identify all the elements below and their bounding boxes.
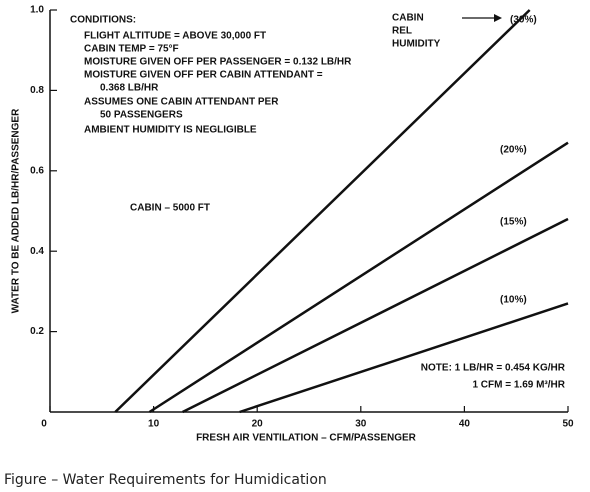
legend-title: HUMIDITY — [392, 39, 441, 50]
series-label: (30%) — [510, 15, 537, 26]
series-label: (10%) — [500, 295, 527, 306]
condition: FLIGHT ALTITUDE = ABOVE 30,000 FT — [84, 31, 266, 42]
y-tick-label: 0.8 — [30, 85, 44, 96]
condition: AMBIENT HUMIDITY IS NEGLIGIBLE — [84, 125, 257, 136]
note: 1 CFM = 1.69 M³/HR — [472, 380, 565, 391]
series-label: (15%) — [500, 217, 527, 228]
legend-title: REL — [392, 26, 412, 37]
data-line — [182, 217, 569, 414]
y-tick-label: 0.4 — [30, 246, 44, 257]
y-tick-label: 0.2 — [30, 326, 44, 337]
y-tick-label: 1.0 — [30, 5, 44, 16]
condition: MOISTURE GIVEN OFF PER CABIN ATTENDANT = — [84, 70, 323, 81]
condition: 50 PASSENGERS — [100, 110, 183, 121]
condition: CABIN TEMP = 75°F — [84, 44, 179, 55]
data-line — [239, 302, 569, 414]
x-tick-label: 0 — [41, 419, 47, 430]
x-tick-label: 20 — [252, 419, 264, 430]
data-line — [114, 9, 531, 413]
y-tick-label: 0.6 — [30, 165, 44, 176]
x-axis-label: FRESH AIR VENTILATION – CFM/PASSENGER — [196, 433, 417, 444]
legend-title: CABIN — [392, 13, 424, 24]
caption: Figure – Water Requirements for Humidica… — [4, 472, 327, 488]
arrow-head — [494, 14, 502, 22]
x-tick-label: 40 — [459, 419, 471, 430]
condition: CONDITIONS: — [70, 15, 136, 26]
condition: 0.368 LB/HR — [100, 83, 159, 94]
x-tick-label: 30 — [355, 419, 367, 430]
condition: ASSUMES ONE CABIN ATTENDANT PER — [84, 97, 279, 108]
y-axis-label: WATER TO BE ADDED LB/HR/PASSENGER — [11, 108, 22, 313]
note: NOTE: 1 LB/HR = 0.454 KG/HR — [421, 363, 566, 374]
data-line — [148, 141, 569, 414]
x-tick-label: 10 — [148, 419, 160, 430]
condition: MOISTURE GIVEN OFF PER PASSENGER = 0.132… — [84, 57, 352, 68]
series-label: (20%) — [500, 145, 527, 156]
cabin-note: CABIN – 5000 FT — [130, 203, 210, 214]
x-tick-label: 50 — [562, 419, 574, 430]
